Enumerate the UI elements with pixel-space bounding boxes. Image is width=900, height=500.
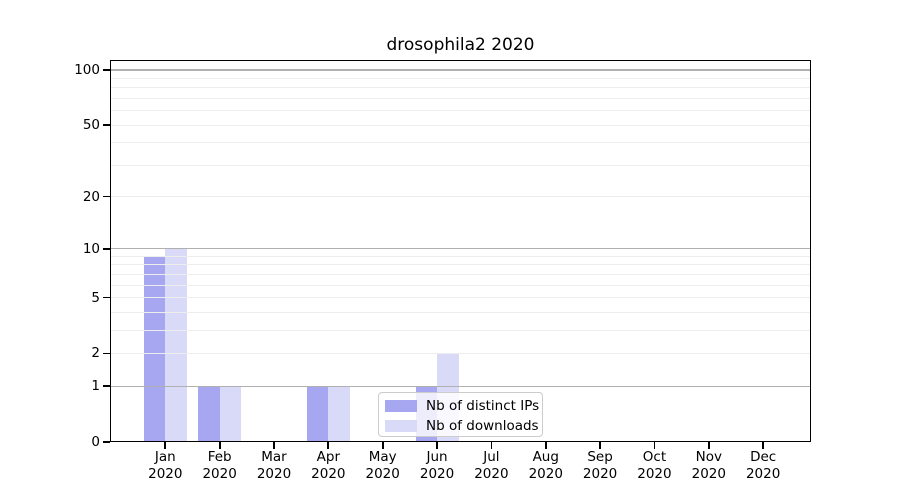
bar-downloads-feb: [219, 386, 242, 442]
x-tick-may: [381, 442, 384, 449]
y-tick-label-0: 0: [91, 434, 100, 450]
minor-gridline-3: [110, 329, 811, 331]
x-tick-label-sep: Sep 2020: [582, 449, 618, 482]
plot-area: 0 1 2 5 10 20 50 100 Jan 2020 Feb 2020 Mar 2020 Apr…: [74, 60, 811, 482]
y-tick-5: [103, 296, 110, 299]
legend-swatch-distinct-ips: [385, 400, 417, 412]
legend: Nb of distinct IPs Nb of downloads: [378, 392, 543, 437]
x-tick-label-aug: Aug 2020: [528, 449, 563, 482]
minor-gridline-7: [110, 273, 811, 275]
x-tick-label-dec: Dec 2020: [745, 449, 781, 482]
bar-distinct-ips-jan: [143, 256, 166, 442]
legend-swatch-downloads: [385, 420, 417, 432]
x-tick-mar: [273, 442, 275, 449]
y-tick-0: [103, 441, 110, 443]
major-gridline-1: [110, 385, 811, 387]
x-tick-jul: [490, 442, 493, 449]
x-tick-label-jun: Jun 2020: [419, 449, 455, 482]
x-tick-dec: [762, 442, 765, 449]
y-tick-1: [103, 385, 110, 388]
legend-label-distinct-ips: Nb of distinct IPs: [426, 398, 540, 414]
minor-gridline-50: [110, 124, 811, 126]
minor-gridline-60: [110, 110, 811, 112]
x-tick-label-feb: Feb 2020: [202, 449, 237, 482]
x-tick-jan: [164, 442, 167, 449]
x-tick-label-oct: Oct 2020: [637, 449, 672, 482]
minor-gridline-40: [110, 142, 811, 144]
y-tick-10: [103, 247, 110, 250]
x-tick-jun: [436, 442, 438, 449]
x-tick-aug: [544, 442, 547, 449]
x-tick-label-jul: Jul 2020: [474, 449, 509, 482]
x-tick-label-jan: Jan 2020: [148, 449, 183, 482]
y-tick-label-100: 100: [74, 62, 100, 78]
y-tick-label-10: 10: [82, 240, 100, 257]
grid-layer: [110, 60, 811, 442]
y-tick-label-50: 50: [82, 117, 100, 134]
minor-gridline-8: [110, 264, 811, 266]
x-tick-label-apr: Apr 2020: [311, 449, 346, 482]
y-tick-label-5: 5: [91, 289, 100, 306]
x-tick-feb: [218, 442, 221, 449]
minor-gridline-20: [110, 196, 811, 198]
bar-distinct-ips-apr: [306, 386, 329, 442]
minor-gridline-2: [110, 352, 811, 354]
minor-gridline-90: [110, 77, 811, 79]
chart-title: drosophila2 2020: [386, 35, 535, 55]
x-tick-label-mar: Mar 2020: [256, 449, 292, 482]
minor-gridline-80: [110, 87, 811, 89]
y-tick-20: [103, 195, 110, 198]
minor-gridline-70: [110, 97, 811, 99]
major-gridline-100: [110, 69, 811, 71]
x-tick-label-may: May 2020: [365, 449, 400, 482]
y-tick-50: [103, 124, 110, 126]
y-tick-label-2: 2: [91, 345, 100, 362]
x-tick-apr: [327, 442, 330, 449]
minor-gridline-6: [110, 284, 811, 286]
y-tick-100: [103, 69, 110, 71]
minor-gridline-9: [110, 255, 811, 257]
bar-distinct-ips-feb: [198, 386, 220, 442]
bar-downloads-apr: [328, 386, 350, 442]
legend-label-downloads: Nb of downloads: [426, 418, 539, 434]
major-gridline-10: [110, 248, 811, 250]
x-tick-oct: [653, 442, 656, 449]
minor-gridline-4: [110, 311, 811, 313]
y-tick-label-20: 20: [82, 188, 100, 205]
minor-gridline-5: [110, 297, 811, 299]
axis-layer: 0 1 2 5 10 20 50 100 Jan 2020 Feb 2020 Mar 2020 Apr…: [74, 60, 811, 482]
y-tick-label-1: 1: [91, 378, 100, 395]
x-tick-label-nov: Nov 2020: [691, 449, 726, 482]
minor-gridline-30: [110, 164, 811, 166]
bar-downloads-jan: [165, 248, 187, 442]
x-tick-sep: [599, 442, 601, 449]
y-tick-2: [103, 352, 110, 355]
x-tick-nov: [707, 442, 710, 449]
